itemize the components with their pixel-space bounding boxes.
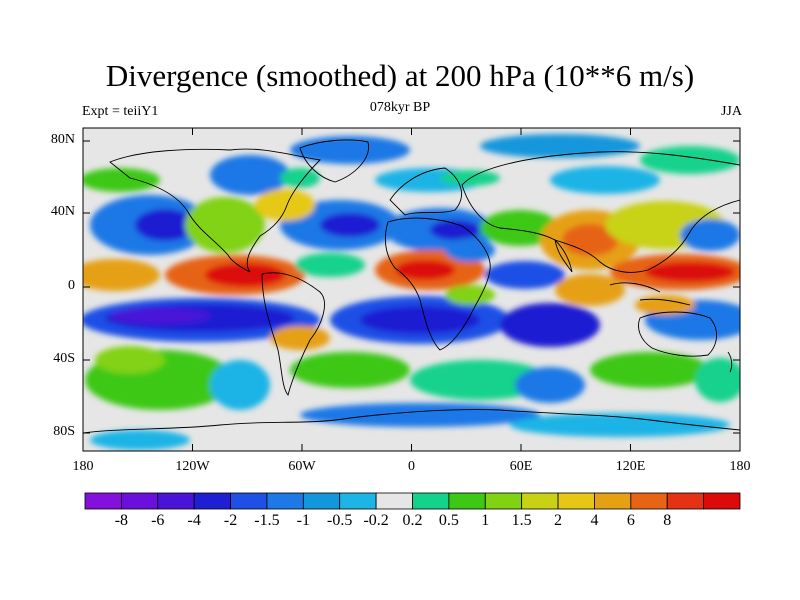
colorbar-swatch (120, 492, 159, 510)
colorbar-swatch (302, 492, 341, 510)
colorbar-label: 2 (554, 512, 563, 529)
colorbar-label: -0.2 (363, 512, 389, 529)
lat-tick-label: 80N (50, 132, 75, 147)
colorbar-swatch (703, 492, 741, 510)
colorbar-label: -8 (114, 512, 129, 529)
lat-tick-label: 0 (68, 278, 75, 293)
time-label: 078kyr BP (369, 100, 431, 115)
longitude-ticks (82, 128, 741, 451)
colorbar-swatch (339, 492, 377, 510)
colorbar-swatch (594, 492, 632, 510)
colorbar-label: 6 (626, 512, 635, 529)
divergence-field (83, 128, 740, 451)
colorbar-swatch (84, 492, 122, 510)
lat-tick-label: 80S (53, 424, 75, 439)
colorbar-swatch (630, 492, 668, 510)
colorbar-swatch (521, 492, 559, 510)
lon-tick-label: 60W (288, 459, 316, 474)
colorbar-swatch (448, 492, 486, 510)
colorbar-label: -1 (296, 512, 310, 529)
colorbar-swatch (157, 492, 195, 510)
lon-tick-label: 60E (509, 459, 533, 474)
colorbar-label: -0.5 (327, 512, 353, 529)
colorbar-swatch (412, 492, 450, 510)
colorbar-label: 1 (481, 512, 490, 529)
colorbar-swatch (375, 492, 413, 510)
colorbar-swatch (557, 492, 595, 510)
lon-tick-label: 180 (729, 459, 751, 474)
lon-tick-label: 120W (175, 459, 210, 474)
colorbar-label: 8 (663, 512, 672, 529)
colorbar-label: -2 (223, 512, 238, 529)
colorbar-label: -6 (151, 512, 165, 529)
colorbar-label: -1.5 (254, 512, 280, 529)
colorbar-swatch (266, 492, 304, 510)
lat-tick-label: 40N (50, 204, 75, 219)
lat-tick-label: 40S (53, 351, 75, 366)
colorbar-swatch (666, 492, 705, 510)
lon-tick-label: 0 (408, 459, 415, 474)
colorbar-swatch (230, 492, 268, 510)
coastlines (83, 139, 740, 434)
map-title: Divergence (smoothed) at 200 hPa (10**6 … (105, 58, 695, 93)
colorbar-label: 0.2 (402, 512, 423, 529)
colorbar-swatch (484, 492, 523, 510)
colorbar-label: -4 (187, 512, 201, 529)
colorbar (84, 492, 741, 510)
experiment-label: Expt = teiiY1 (82, 104, 159, 119)
colorbar-swatch (193, 492, 231, 510)
colorbar-label: 1.5 (511, 512, 532, 529)
lon-tick-label: 180 (72, 459, 94, 474)
latitude-ticks (83, 140, 740, 434)
season-label: JJA (720, 104, 742, 119)
lon-tick-label: 120E (615, 459, 646, 474)
colorbar-label: 0.5 (438, 512, 459, 529)
colorbar-label: 4 (590, 512, 599, 529)
